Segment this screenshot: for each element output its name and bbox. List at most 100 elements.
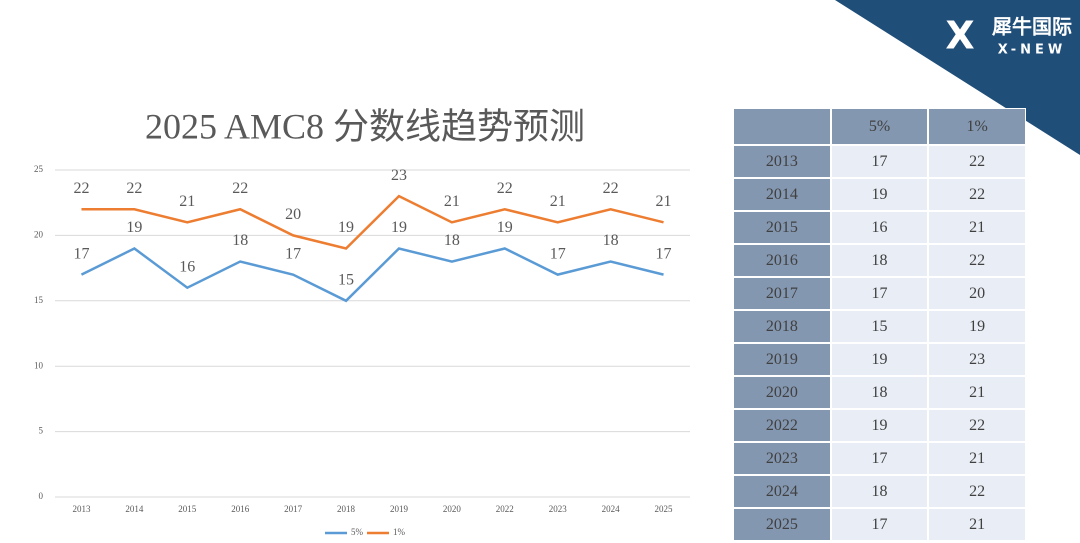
logo-tagline: X-NEW: [998, 43, 1066, 58]
table-cell: 2019: [733, 343, 831, 376]
table-cell: 19: [830, 409, 929, 442]
table-cell: 2016: [733, 244, 831, 277]
data-label: 21: [550, 193, 566, 210]
data-label: 17: [285, 245, 301, 262]
table-cell: 17: [830, 145, 929, 178]
table-cell: 2020: [733, 376, 831, 409]
x-tick-label: 2025: [655, 504, 674, 514]
table-row: 2022 19 22: [733, 409, 1027, 442]
data-label: 17: [656, 245, 672, 262]
table-cell: 2013: [733, 145, 831, 178]
x-tick-label: 2024: [602, 504, 621, 514]
data-label: 18: [444, 232, 460, 249]
table-cell: 18: [830, 475, 929, 508]
table-cell: 2025: [733, 508, 831, 541]
table-cell: 18: [830, 376, 929, 409]
x-tick-label: 2018: [337, 504, 356, 514]
table-cell: 5%: [830, 108, 929, 145]
y-tick-label: 20: [34, 229, 44, 239]
table-cell: 2024: [733, 475, 831, 508]
table-cell: 23: [928, 343, 1027, 376]
table-row: 2015 16 21: [733, 211, 1027, 244]
y-tick-label: 10: [34, 360, 44, 370]
table-row: 2020 18 21: [733, 376, 1027, 409]
x-tick-label: 2015: [178, 504, 197, 514]
data-label: 21: [444, 193, 460, 210]
x-tick-label: 2016: [231, 504, 250, 514]
table-row: 2019 19 23: [733, 343, 1027, 376]
table: 5% 1% 2013 17 22 2014 19 22 2015 16 21 2016 18 22 2017…: [733, 108, 1027, 541]
chart-title: 2025 AMC8 分数线趋势预测: [145, 106, 585, 146]
table-row: 2024 18 22: [733, 475, 1027, 508]
data-label: 19: [338, 219, 354, 236]
data-label: 17: [73, 245, 89, 262]
x-tick-label: 2019: [390, 504, 409, 514]
logo-icon: X: [945, 14, 974, 58]
table-cell: 2015: [733, 211, 831, 244]
data-label: 22: [126, 180, 142, 197]
data-label: 17: [550, 245, 566, 262]
y-tick-label: 5: [39, 426, 44, 436]
table-cell: 22: [928, 145, 1027, 178]
table-cell: 21: [928, 211, 1027, 244]
table-cell: 21: [928, 442, 1027, 475]
table-row: 2016 18 22: [733, 244, 1027, 277]
x-tick-label: 2022: [496, 504, 514, 514]
series-line: [80, 247, 664, 303]
data-label: 22: [73, 180, 89, 197]
data-label: 22: [232, 180, 248, 197]
data-label: 21: [656, 193, 672, 210]
table-cell: [733, 108, 831, 145]
table-row: 2013 17 22: [733, 145, 1027, 178]
x-tick-label: 2014: [125, 504, 144, 514]
y-tick-label: 0: [39, 491, 44, 501]
data-label: 18: [232, 232, 248, 249]
table-cell: 15: [830, 310, 929, 343]
table-row: 5% 1%: [733, 108, 1027, 145]
data-label: 15: [338, 271, 354, 288]
x-tick-label: 2023: [549, 504, 568, 514]
table-cell: 17: [830, 442, 929, 475]
table-cell: 2017: [733, 277, 831, 310]
table-cell: 16: [830, 211, 929, 244]
table-cell: 21: [928, 508, 1027, 541]
data-label: 16: [179, 258, 195, 275]
data-label: 19: [497, 219, 513, 236]
data-label: 19: [391, 219, 407, 236]
table-cell: 17: [830, 277, 929, 310]
table-cell: 20: [928, 277, 1027, 310]
data-label: 19: [126, 219, 142, 236]
table-row: 2014 19 22: [733, 178, 1027, 211]
table-row: 2018 15 19: [733, 310, 1027, 343]
data-label: 22: [497, 180, 513, 197]
table-cell: 2022: [733, 409, 831, 442]
table-cell: 19: [928, 310, 1027, 343]
table-cell: 17: [830, 508, 929, 541]
data-label: 21: [179, 193, 195, 210]
table-cell: 22: [928, 409, 1027, 442]
data-label: 22: [603, 180, 619, 197]
data-label: 18: [603, 232, 619, 249]
x-tick-label: 2013: [72, 504, 91, 514]
table-cell: 18: [830, 244, 929, 277]
table-cell: 22: [928, 178, 1027, 211]
table-cell: 22: [928, 475, 1027, 508]
table-cell: 2018: [733, 310, 831, 343]
x-tick-label: 2020: [443, 504, 462, 514]
table-cell: 2014: [733, 178, 831, 211]
table-cell: 19: [830, 343, 929, 376]
data-label: 20: [285, 206, 301, 223]
legend-label: 1%: [393, 527, 406, 537]
table-cell: 22: [928, 244, 1027, 277]
series-line: [81, 194, 664, 250]
table-cell: 1%: [928, 108, 1027, 145]
logo-name: 犀牛国际: [992, 15, 1072, 39]
x-tick-label: 2017: [284, 504, 303, 514]
y-tick-label: 25: [34, 164, 44, 174]
y-tick-label: 15: [34, 295, 44, 305]
table-cell: 2023: [733, 442, 831, 475]
data-label: 23: [391, 167, 407, 184]
table-cell: 19: [830, 178, 929, 211]
table-row: 2023 17 21: [733, 442, 1027, 475]
